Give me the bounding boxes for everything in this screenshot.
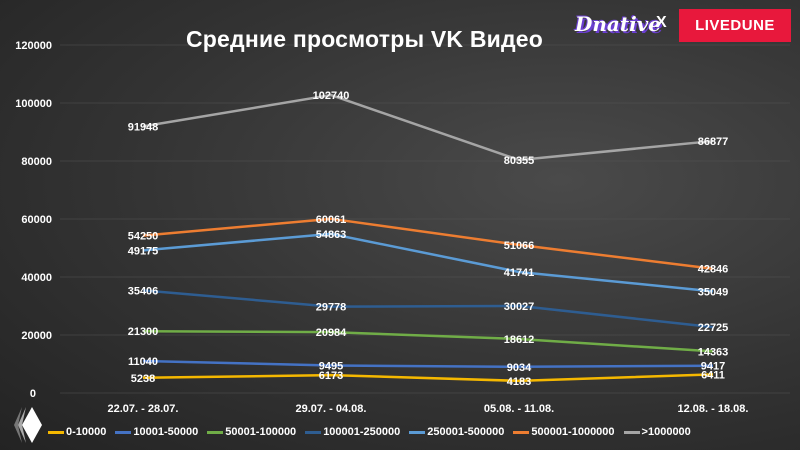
brand-separator: X: [656, 14, 667, 31]
data-label: 35406: [128, 285, 159, 297]
y-tick-label: 120000: [15, 40, 52, 52]
legend-item: 0-10000: [48, 426, 106, 438]
data-label: 11040: [128, 356, 158, 368]
data-label: 51066: [504, 240, 535, 252]
legend-label: 100001-250000: [323, 426, 401, 438]
data-label: 60061: [316, 214, 347, 226]
legend-item: 250001-500000: [409, 426, 504, 438]
legend-item: 500001-1000000: [513, 426, 615, 438]
data-label: 29778: [316, 302, 347, 314]
data-label: 91948: [128, 121, 159, 133]
data-label: 102740: [313, 90, 350, 102]
data-label: 80355: [504, 155, 535, 167]
data-label: 20984: [316, 327, 347, 339]
legend-label: 500001-1000000: [531, 426, 615, 438]
series-line: [142, 359, 714, 369]
legend-swatch: [207, 430, 224, 434]
legend-swatch: [48, 430, 64, 434]
legend-swatch: [409, 430, 426, 434]
series-line: [142, 329, 714, 353]
y-tick-label: 100000: [15, 98, 52, 110]
series-line: [142, 232, 714, 293]
data-label: 9417: [701, 361, 725, 373]
legend-swatch: [115, 430, 132, 434]
data-label: 42846: [698, 264, 729, 276]
data-label: 14363: [698, 346, 729, 358]
chart-title: Средние просмотры VK Видео: [186, 26, 544, 52]
data-label: 54863: [316, 229, 347, 241]
data-label: 6173: [319, 370, 343, 382]
dnative-logo: Dnative: [575, 12, 662, 36]
data-label: 9495: [319, 360, 343, 372]
series-line: [142, 93, 714, 162]
data-label: 86877: [698, 136, 729, 148]
data-label: 4183: [507, 376, 531, 388]
series-line: [142, 289, 714, 329]
x-tick-label: 12.08. - 18.08.: [678, 403, 749, 415]
legend-label: 250001-500000: [427, 426, 505, 438]
y-tick-label: 60000: [21, 214, 52, 226]
chart-legend: 0-10000 10001-50000 50001-100000 100001-250…: [48, 426, 691, 438]
x-tick-label: 22.07. - 28.07.: [108, 403, 179, 415]
legend-swatch: [305, 430, 322, 434]
legend-label: >1000000: [641, 426, 691, 438]
data-label: 54250: [128, 231, 159, 243]
y-tick-label: 80000: [21, 156, 52, 168]
data-label: 22725: [698, 322, 729, 334]
livedune-logo: LIVEDUNE: [679, 9, 791, 42]
data-label: 49175: [128, 245, 159, 257]
data-label: 18612: [504, 334, 535, 346]
legend-swatch: [513, 430, 530, 434]
data-label: 41741: [504, 267, 535, 279]
data-label: 21300: [128, 326, 159, 338]
data-label: 6411: [701, 369, 725, 381]
y-tick-label: 40000: [21, 272, 52, 284]
legend-item: 50001-100000: [207, 426, 296, 438]
x-tick-label: 29.07. - 04.08.: [296, 403, 367, 415]
legend-item: 100001-250000: [305, 426, 400, 438]
data-label: 5238: [131, 373, 155, 385]
legend-item: 10001-50000: [115, 426, 198, 438]
vk-video-logo-icon: [12, 405, 44, 450]
data-label: 35049: [698, 286, 729, 298]
legend-swatch: [623, 430, 640, 434]
legend-item: >1000000: [623, 426, 691, 438]
series-line: [142, 217, 714, 270]
x-tick-label: 05.08. - 11.08.: [484, 403, 554, 415]
data-label: 30027: [504, 301, 535, 313]
y-tick-label: 0: [30, 388, 36, 400]
y-tick-label: 20000: [21, 330, 52, 342]
legend-label: 50001-100000: [225, 426, 297, 438]
data-label: 9034: [507, 362, 532, 374]
series-line: [142, 373, 714, 383]
legend-label: 0-10000: [66, 426, 107, 438]
legend-label: 10001-50000: [133, 426, 199, 438]
